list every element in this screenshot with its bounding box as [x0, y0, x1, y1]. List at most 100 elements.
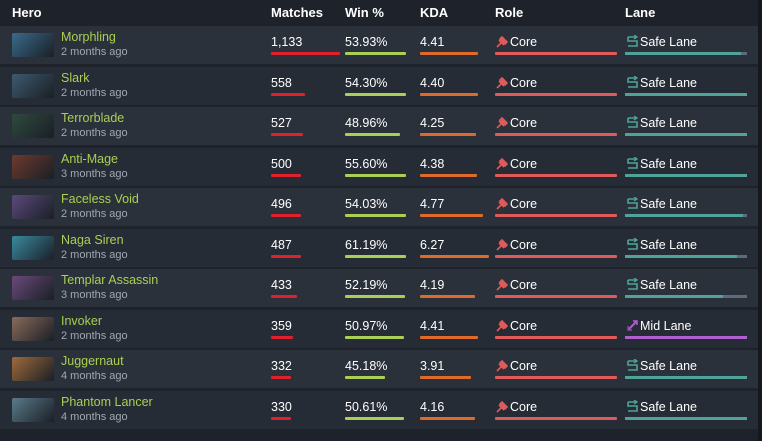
core-icon: [496, 157, 508, 170]
hero-name-link[interactable]: Anti-Mage: [61, 151, 118, 166]
hero-name-link[interactable]: Juggernaut: [61, 354, 124, 368]
winrate-bar: [345, 133, 400, 136]
safe-lane-icon: [627, 156, 639, 169]
winrate-value: 53.93%: [345, 35, 388, 49]
table-row[interactable]: Morphling 2 months ago 1,133 53.93% 4.41 Core…: [0, 26, 758, 64]
winrate-value: 45.18%: [345, 359, 388, 373]
safe-lane-icon: [627, 75, 639, 88]
safe-lane-icon: [627, 116, 639, 128]
hero-portrait[interactable]: [12, 357, 54, 381]
winrate-bar: [345, 254, 406, 258]
lane-bar: [625, 416, 747, 420]
last-played-time: 2 months ago: [61, 208, 128, 220]
header-winrate[interactable]: Win %: [345, 5, 384, 20]
role-label: Core: [510, 237, 538, 252]
header-matches[interactable]: Matches: [271, 5, 324, 20]
kda-value: 4.77: [420, 197, 445, 211]
kda-bar: [420, 295, 475, 298]
matches-value: 359: [271, 318, 292, 333]
table-row[interactable]: Terrorblade 2 months ago 527 48.96% 4.25 Core…: [0, 107, 758, 145]
table-row[interactable]: Juggernaut 4 months ago 332 45.18% 3.91 Core S…: [0, 350, 758, 388]
hero-portrait[interactable]: [12, 114, 54, 138]
hero-portrait[interactable]: [12, 33, 54, 57]
table-row[interactable]: Templar Assassin 3 months ago 433 52.19% 4.1…: [0, 269, 758, 307]
kda-value: 4.38: [420, 156, 445, 171]
hero-name-link[interactable]: Faceless Void: [61, 192, 139, 206]
matches-value: 527: [271, 116, 292, 130]
role-bar: [495, 173, 617, 177]
table-row[interactable]: Phantom Lancer 4 months ago 330 50.61% 4.16 C…: [0, 390, 758, 429]
hero-name-link[interactable]: Invoker: [61, 313, 102, 328]
matches-value: 500: [271, 156, 292, 171]
role-label: Core: [510, 278, 538, 292]
scrollbar[interactable]: [758, 0, 762, 441]
lane-bar-fill: [625, 335, 747, 339]
kda-value: 4.40: [420, 75, 445, 90]
table-row[interactable]: Faceless Void 2 months ago 496 54.03% 4.77 Co…: [0, 188, 758, 226]
matches-value: 332: [271, 359, 292, 373]
lane-label: Safe Lane: [640, 116, 697, 130]
last-played-time: 3 months ago: [61, 167, 128, 180]
matches-bar: [271, 254, 301, 258]
winrate-value: 50.97%: [345, 318, 388, 333]
kda-bar: [420, 173, 477, 177]
header-kda[interactable]: KDA: [420, 5, 449, 20]
matches-bar: [271, 173, 301, 177]
safe-lane-icon: [627, 35, 639, 47]
last-played-time: 4 months ago: [61, 410, 128, 423]
table-row[interactable]: Invoker 2 months ago 359 50.97% 4.41 Core Mid …: [0, 309, 758, 348]
hero-portrait[interactable]: [12, 235, 54, 260]
hero-name-link[interactable]: Naga Siren: [61, 232, 124, 247]
role-bar: [495, 52, 617, 55]
hero-portrait[interactable]: [12, 397, 54, 422]
role-bar: [495, 133, 617, 136]
kda-bar: [420, 376, 471, 379]
hero-name-link[interactable]: Terrorblade: [61, 111, 125, 125]
safe-lane-icon: [627, 237, 639, 250]
lane-bar-fill: [625, 254, 737, 258]
winrate-bar: [345, 416, 404, 420]
role-label: Core: [510, 359, 538, 373]
matches-value: 433: [271, 278, 292, 292]
role-label: Core: [510, 318, 538, 333]
kda-bar: [420, 92, 478, 96]
mid-lane-icon: [627, 319, 638, 331]
lane-bar: [625, 92, 747, 96]
kda-bar: [420, 133, 476, 136]
role-label: Core: [510, 35, 538, 49]
hero-portrait[interactable]: [12, 316, 54, 341]
table-row[interactable]: Anti-Mage 3 months ago 500 55.60% 4.38 Core Sa…: [0, 147, 758, 186]
safe-lane-icon: [627, 278, 639, 290]
header-hero[interactable]: Hero: [12, 5, 42, 20]
hero-portrait[interactable]: [12, 276, 54, 300]
lane-bar: [625, 376, 747, 379]
lane-bar-fill: [625, 133, 747, 136]
role-label: Core: [510, 197, 538, 211]
table-row[interactable]: Slark 2 months ago 558 54.30% 4.40 Core Safe L…: [0, 66, 758, 105]
kda-value: 3.91: [420, 359, 445, 373]
lane-label: Safe Lane: [640, 35, 697, 49]
winrate-bar: [345, 335, 404, 339]
table-row[interactable]: Naga Siren 2 months ago 487 61.19% 6.27 Core S…: [0, 228, 758, 267]
hero-name-link[interactable]: Templar Assassin: [61, 273, 159, 287]
winrate-bar: [345, 52, 406, 55]
table-header: Hero Matches Win % KDA Role Lane: [0, 0, 758, 24]
winrate-value: 61.19%: [345, 237, 388, 252]
hero-portrait[interactable]: [12, 154, 54, 179]
hero-name-link[interactable]: Morphling: [61, 30, 116, 44]
lane-label: Safe Lane: [640, 156, 697, 171]
header-lane[interactable]: Lane: [625, 5, 656, 20]
hero-portrait[interactable]: [12, 195, 54, 219]
matches-bar: [271, 416, 291, 420]
role-label: Core: [510, 399, 538, 414]
lane-bar-fill: [625, 295, 723, 298]
winrate-value: 48.96%: [345, 116, 388, 130]
header-role[interactable]: Role: [495, 5, 524, 20]
last-played-time: 2 months ago: [61, 86, 128, 99]
hero-name-link[interactable]: Slark: [61, 70, 90, 85]
hero-portrait[interactable]: [12, 73, 54, 98]
winrate-value: 50.61%: [345, 399, 388, 414]
matches-value: 1,133: [271, 35, 303, 49]
hero-name-link[interactable]: Phantom Lancer: [61, 394, 153, 409]
